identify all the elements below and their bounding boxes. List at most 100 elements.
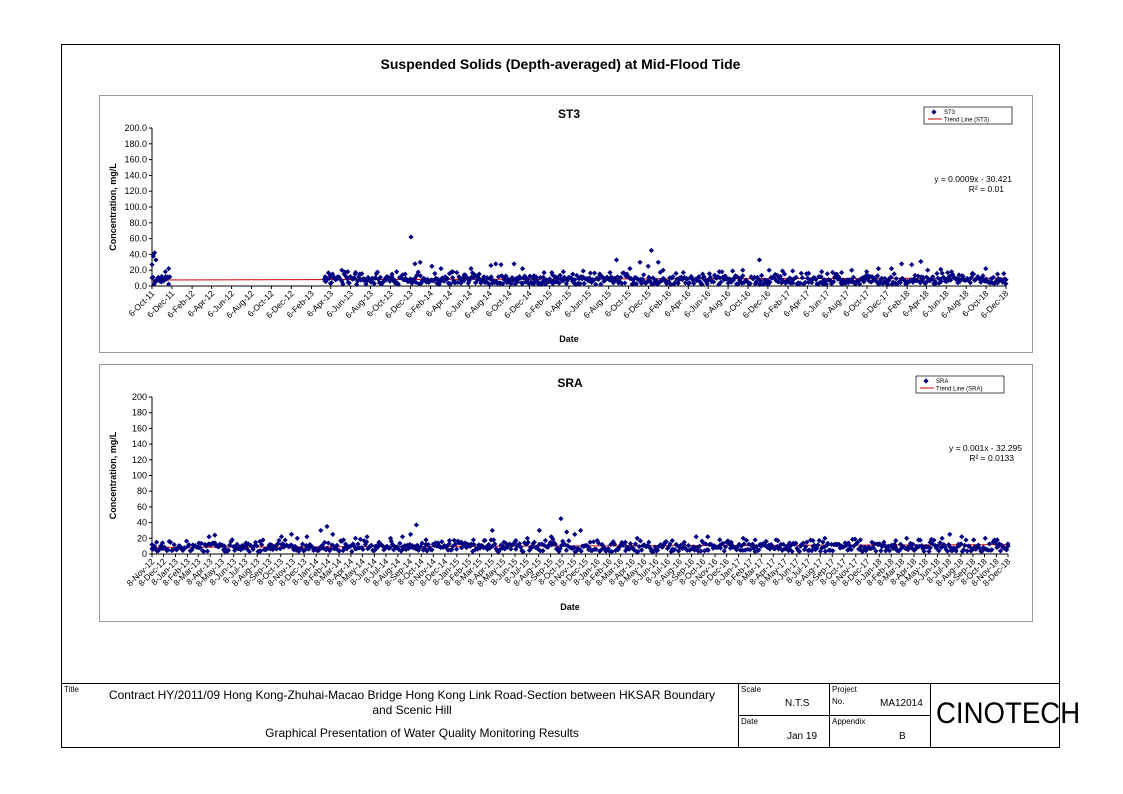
chart2-data-point	[646, 543, 652, 550]
chart1-data-point	[603, 276, 609, 282]
chart1-data-point	[474, 273, 480, 279]
chart2-data-point	[854, 539, 861, 546]
chart1-data-point	[402, 271, 408, 277]
chart2-data-point	[542, 537, 549, 544]
chart2-y-tick-label: 200	[132, 392, 147, 402]
chart1-data-point	[355, 278, 361, 284]
chart2-data-point	[350, 541, 356, 547]
chart2-legend-box	[915, 375, 1005, 394]
chart1-data-point	[339, 267, 345, 273]
appendix-value: B	[899, 731, 906, 742]
chart1-data-point	[574, 272, 580, 279]
chart1-data-point	[461, 278, 467, 284]
chart1-data-point	[345, 269, 351, 275]
chart2-data-point	[396, 546, 402, 552]
chart2-data-point	[976, 545, 983, 551]
chart2-data-point	[636, 543, 642, 550]
project-title: Contract HY/2011/09 Hong Kong-Zhuhai-Mac…	[92, 688, 732, 718]
chart2-data-point	[471, 541, 477, 548]
chart2-data-point	[864, 546, 870, 552]
chart2-data-point	[537, 548, 544, 554]
chart2-data-point	[577, 547, 583, 553]
chart1-data-point	[576, 276, 582, 282]
chart2-data-point	[630, 545, 636, 551]
chart1-data-point	[483, 278, 489, 285]
chart1-data-point	[761, 281, 767, 287]
chart1-data-point	[710, 279, 717, 285]
chart1-data-point	[152, 250, 158, 256]
chart1-data-point	[571, 280, 577, 286]
chart1-data-point	[947, 277, 954, 283]
chart1-data-point	[394, 269, 400, 275]
chart2-data-point	[672, 546, 678, 553]
chart2-data-point	[852, 536, 858, 542]
chart2-data-point	[963, 537, 969, 543]
chart2-data-point	[741, 541, 747, 547]
chart2-data-point	[796, 548, 803, 554]
chart1-data-point	[1003, 277, 1009, 283]
chart1-data-point	[740, 267, 746, 273]
chart1-data-point	[725, 280, 731, 286]
chart1-data-point	[340, 281, 346, 287]
chart1-data-point	[607, 275, 613, 282]
chart2-data-point	[413, 522, 419, 528]
appendix-label: Appendix	[832, 717, 866, 726]
date-cell: Date Jan 19	[738, 715, 830, 748]
chart-sra-svg: SRA2001801601401201008060402008-Nov-128-…	[108, 375, 1022, 612]
chart2-data-point	[595, 540, 602, 546]
chart1-data-point	[874, 273, 881, 279]
chart1-data-point	[585, 278, 591, 284]
chart2-data-point	[717, 537, 723, 543]
chart1-data-point	[660, 267, 666, 273]
chart1-data-point	[369, 275, 375, 281]
chart2-data-point	[487, 545, 493, 551]
chart1-legend-trend: Trend Line (ST3)	[944, 118, 989, 124]
chart2-data-point	[668, 549, 674, 555]
chart1-data-point	[954, 275, 960, 282]
chart1-data-point	[888, 266, 895, 272]
chart2-data-point	[206, 534, 212, 540]
chart1-data-point	[810, 276, 816, 282]
chart1-data-point	[865, 273, 871, 279]
chart2-data-point	[910, 541, 916, 547]
chart2-data-point	[330, 531, 336, 537]
chart1-y-tick-label: 100.0	[124, 202, 147, 212]
chart2-data-point	[912, 546, 919, 552]
chart1-data-point	[503, 273, 509, 279]
chart2-data-point	[564, 529, 570, 535]
chart1-data-point	[551, 277, 557, 284]
chart1-data-point	[408, 234, 414, 240]
chart1-data-point	[395, 281, 401, 287]
project-label: Project	[832, 685, 857, 694]
chart2-data-point	[947, 531, 953, 537]
chart1-data-point	[562, 276, 568, 282]
chart2-data-point	[541, 542, 547, 548]
chart1-data-point	[944, 275, 951, 282]
chart1-data-point	[577, 281, 583, 287]
chart2-data-point	[182, 545, 188, 551]
chart2-y-tick-label: 100	[132, 471, 147, 481]
chart1-data-point	[552, 274, 558, 280]
chart1-y-tick-label: 40.0	[129, 249, 147, 259]
chart1-y-tick-label: 80.0	[129, 218, 147, 228]
chart1-data-point	[707, 274, 714, 280]
chart1-data-point	[433, 275, 439, 281]
chart1-data-point	[488, 262, 494, 269]
chart2-data-point	[663, 539, 669, 545]
chart1-data-point	[666, 278, 672, 285]
chart1-data-point	[153, 257, 159, 263]
chart1-data-point	[824, 271, 830, 277]
chart2-data-point	[960, 547, 967, 553]
chart1-y-tick-label: 140.0	[124, 170, 147, 180]
chart1-data-point	[166, 266, 172, 272]
chart1-data-point	[818, 274, 824, 280]
date-label: Date	[741, 717, 758, 726]
chart2-data-point	[845, 540, 852, 546]
chart1-data-point	[450, 275, 456, 281]
chart2-data-point	[340, 537, 347, 543]
chart1-data-point	[511, 261, 517, 267]
chart1-data-point	[162, 269, 168, 275]
chart2-data-point	[745, 546, 751, 552]
chart2-data-point	[896, 547, 902, 554]
chart2-data-point	[935, 543, 941, 549]
